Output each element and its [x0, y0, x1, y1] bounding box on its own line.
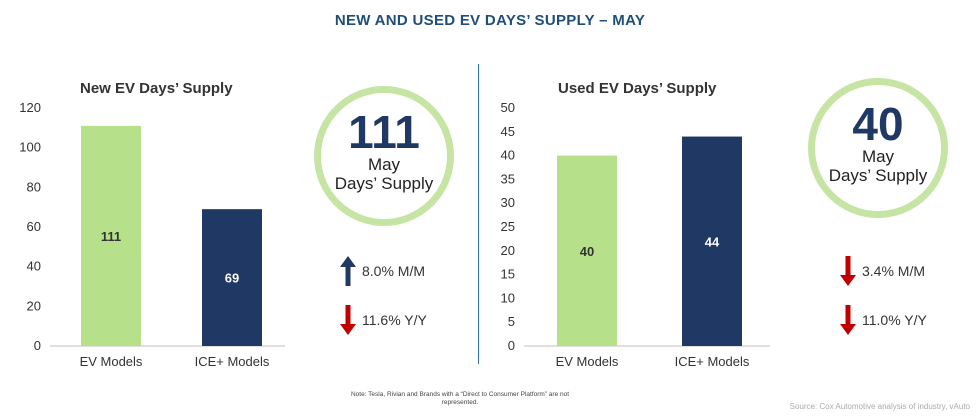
used-ev-circle-line2: Days’ Supply — [828, 166, 928, 185]
new-ev-category-label: ICE+ Models — [195, 354, 270, 369]
new-ev-y-tick-label: 0 — [34, 338, 41, 353]
footnote: Note: Tesla, Rivian and Brands with a “D… — [350, 391, 570, 406]
used-ev-bar-value-label: 40 — [580, 244, 594, 259]
new-ev-y-tick-label: 40 — [27, 259, 41, 274]
used-ev-y-tick-label: 40 — [501, 148, 515, 163]
down-arrow-icon — [840, 305, 856, 335]
new-ev-circle-line2: Days’ Supply — [334, 174, 434, 193]
new-ev-mm-stat: 8.0% M/M — [340, 256, 425, 286]
used-ev-category-label: ICE+ Models — [675, 354, 750, 369]
used-ev-chart-title: Used EV Days’ Supply — [558, 80, 717, 97]
used-ev-yy-stat: 11.0% Y/Y — [840, 305, 927, 335]
panel-divider — [478, 64, 479, 364]
used-ev-mm-stat: 3.4% M/M — [840, 256, 925, 286]
new-ev-yy-text: 11.6% Y/Y — [362, 312, 427, 328]
new-ev-bar-ev — [81, 125, 141, 346]
new-ev-mm-text: 8.0% M/M — [362, 263, 426, 279]
used-ev-supply-circle: 40 May Days’ Supply — [808, 78, 948, 218]
source-note: Source: Cox Automotive analysis of indus… — [789, 402, 970, 411]
new-ev-y-tick-label: 60 — [27, 219, 41, 234]
new-ev-y-tick-label: 80 — [27, 179, 41, 194]
new-ev-yy-stat: 11.6% Y/Y — [340, 305, 427, 335]
new-ev-y-tick-label: 100 — [19, 140, 41, 155]
new-ev-category-label: EV Models — [80, 354, 143, 369]
used-ev-y-tick-label: 20 — [501, 243, 515, 258]
used-ev-yy-text: 11.0% Y/Y — [862, 312, 927, 328]
used-ev-y-tick-label: 45 — [501, 124, 515, 139]
new-ev-y-tick-label: 20 — [27, 298, 41, 313]
used-ev-y-tick-label: 15 — [501, 267, 515, 282]
used-ev-y-tick-label: 35 — [501, 171, 515, 186]
used-ev-y-tick-label: 10 — [501, 290, 515, 305]
used-ev-y-tick-label: 0 — [508, 338, 515, 353]
used-ev-y-tick-label: 50 — [501, 100, 515, 115]
used-ev-y-tick-label: 5 — [508, 314, 515, 329]
new-ev-bar-ice — [202, 209, 262, 346]
new-ev-supply-value: 111 — [348, 106, 420, 158]
used-ev-mm-text: 3.4% M/M — [862, 263, 926, 279]
new-ev-y-tick-label: 120 — [19, 100, 41, 115]
used-ev-supply-value: 40 — [852, 98, 904, 150]
used-ev-bar-ice — [682, 136, 742, 346]
down-arrow-icon — [340, 305, 356, 335]
page-title: NEW AND USED EV DAYS’ SUPPLY – MAY — [334, 12, 646, 29]
new-ev-bar-value-label: 111 — [101, 229, 121, 244]
up-arrow-icon — [340, 256, 356, 286]
new-ev-chart-title: New EV Days’ Supply — [80, 80, 233, 97]
used-ev-y-tick-label: 25 — [501, 219, 515, 234]
new-ev-circle-line1: May — [367, 155, 401, 174]
used-ev-bar-value-label: 44 — [705, 234, 720, 249]
used-ev-y-tick-label: 30 — [501, 195, 515, 210]
new-ev-supply-circle: 111 May Days’ Supply — [314, 86, 454, 226]
new-ev-bar-value-label: 69 — [225, 271, 239, 286]
used-ev-circle-line1: May — [861, 147, 895, 166]
down-arrow-icon — [840, 256, 856, 286]
used-ev-bar-ev — [557, 155, 617, 346]
used-ev-category-label: EV Models — [556, 354, 619, 369]
